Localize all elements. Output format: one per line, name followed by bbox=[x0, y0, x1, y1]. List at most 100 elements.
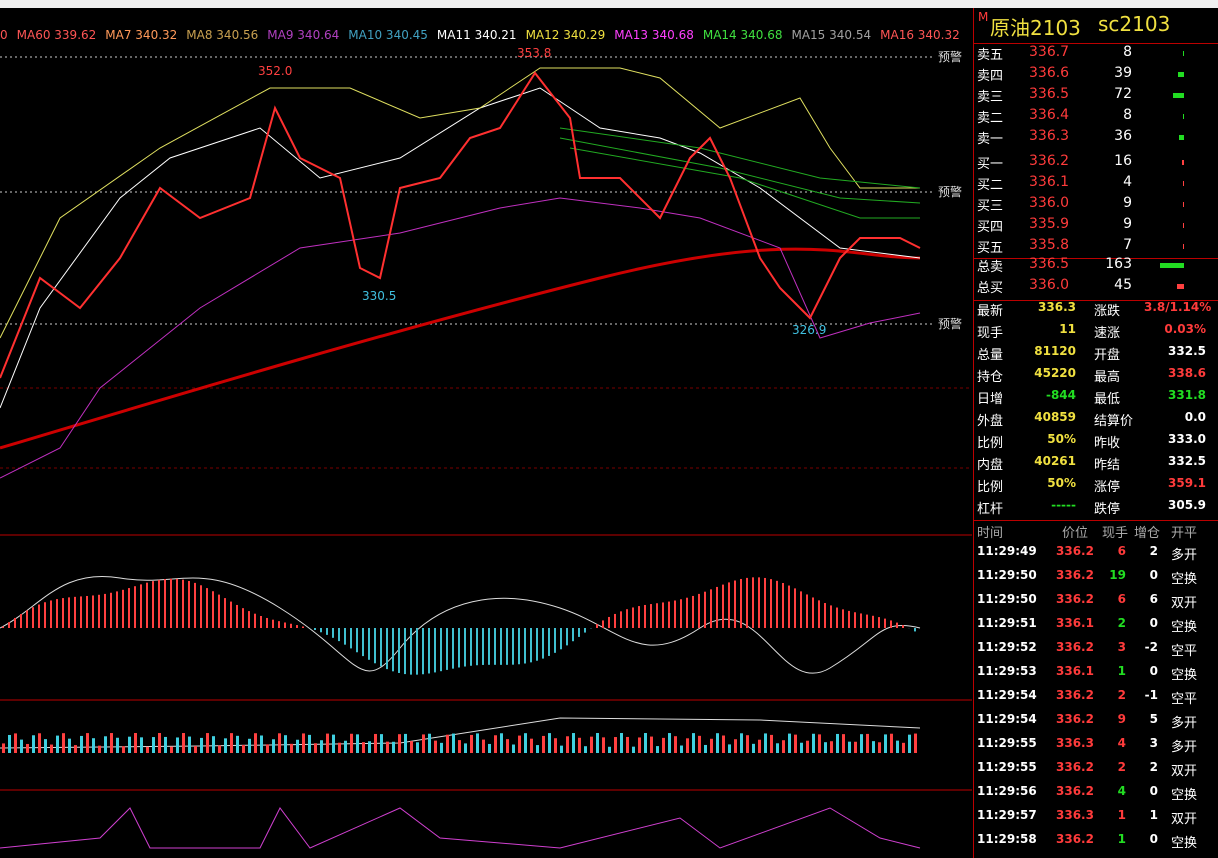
trade-price: 336.2 bbox=[1056, 544, 1094, 558]
book-bar bbox=[1182, 244, 1184, 249]
macd-bar bbox=[716, 586, 718, 628]
price-label: 326.9 bbox=[792, 323, 826, 337]
volume-bar bbox=[878, 742, 881, 753]
macd-bar bbox=[608, 616, 610, 628]
macd-bar bbox=[62, 598, 64, 628]
macd-bar bbox=[344, 628, 346, 645]
trades-header: 时间 bbox=[977, 526, 1004, 541]
book-label: 卖一 bbox=[977, 132, 1004, 147]
trade-price: 336.2 bbox=[1056, 640, 1094, 654]
volume-bar bbox=[734, 739, 737, 753]
macd-bar bbox=[242, 608, 244, 628]
macd-bar bbox=[278, 621, 280, 628]
macd-bar bbox=[290, 623, 292, 628]
trade-time: 11:29:49 bbox=[977, 544, 1037, 558]
trade-type: 空换 bbox=[1171, 620, 1198, 635]
macd-bar bbox=[638, 606, 640, 628]
stat-label: 现手 bbox=[977, 326, 1004, 341]
macd-bar bbox=[326, 628, 328, 635]
volume-bar bbox=[860, 734, 863, 753]
macd-bar bbox=[506, 628, 508, 665]
macd-bar bbox=[542, 628, 544, 659]
volume-bar bbox=[428, 733, 431, 753]
volume-bar bbox=[80, 735, 83, 753]
macd-bar bbox=[266, 617, 268, 628]
volume-bar bbox=[338, 742, 341, 753]
volume-bar bbox=[686, 738, 689, 753]
macd-bar bbox=[410, 628, 412, 675]
book-bar bbox=[1178, 135, 1184, 140]
macd-bar bbox=[662, 602, 664, 628]
stat-label: 最高 bbox=[1094, 370, 1121, 385]
volume-bar bbox=[596, 733, 599, 753]
stat-label: 比例 bbox=[977, 436, 1004, 451]
volume-bar bbox=[62, 733, 65, 753]
trade-price: 336.2 bbox=[1056, 760, 1094, 774]
volume-bar bbox=[896, 740, 899, 753]
volume-bar bbox=[158, 733, 161, 753]
volume-bar bbox=[602, 737, 605, 753]
book-bar bbox=[1178, 72, 1184, 77]
volume-bar bbox=[68, 738, 71, 753]
book-price: 336.6 bbox=[1029, 65, 1070, 81]
book-price: 336.4 bbox=[1029, 107, 1070, 123]
volume-bar bbox=[632, 746, 635, 753]
stat-label: 涨停 bbox=[1094, 480, 1121, 495]
volume-bar bbox=[152, 737, 155, 753]
volume-bar bbox=[656, 746, 659, 753]
macd-bar bbox=[338, 628, 340, 642]
macd-bar bbox=[860, 613, 862, 628]
volume-bar bbox=[674, 736, 677, 753]
trade-time: 11:29:54 bbox=[977, 712, 1037, 726]
macd-bar bbox=[50, 600, 52, 628]
volume-bar bbox=[188, 736, 191, 753]
volume-bar bbox=[224, 738, 227, 753]
trade-oi: 1 bbox=[1149, 808, 1158, 822]
volume-bar bbox=[560, 745, 563, 753]
stat-label: 日增 bbox=[977, 392, 1004, 407]
stat-value: 332.5 bbox=[1168, 344, 1206, 358]
book-volume: 8 bbox=[1123, 107, 1132, 123]
macd-bar bbox=[248, 611, 250, 628]
book-label: 卖三 bbox=[977, 90, 1004, 105]
ma-legend: MA7 340.32 bbox=[105, 28, 177, 42]
volume-bar bbox=[218, 745, 221, 753]
stat-label: 速涨 bbox=[1094, 326, 1121, 341]
trade-oi: 0 bbox=[1149, 784, 1158, 798]
trade-price: 336.1 bbox=[1056, 616, 1094, 630]
stat-value: 11 bbox=[1059, 322, 1076, 336]
macd-bar bbox=[110, 592, 112, 628]
trade-oi: 0 bbox=[1149, 664, 1158, 678]
macd-bar bbox=[2, 626, 4, 628]
trade-oi: -1 bbox=[1144, 688, 1158, 702]
macd-bar bbox=[332, 628, 334, 638]
volume-bar bbox=[26, 743, 29, 753]
stat-value: 338.6 bbox=[1168, 366, 1206, 380]
stat-value: 40261 bbox=[1034, 454, 1076, 468]
volume-bar bbox=[866, 733, 869, 753]
stat-label: 昨结 bbox=[1094, 458, 1121, 473]
volume-bar bbox=[386, 741, 389, 753]
trade-price: 336.2 bbox=[1056, 688, 1094, 702]
volume-bar bbox=[572, 733, 575, 753]
macd-bar bbox=[224, 598, 226, 628]
ma-legend: MA12 340.29 bbox=[526, 28, 606, 42]
volume-bar bbox=[536, 745, 539, 753]
ma-legend: MA9 340.64 bbox=[267, 28, 339, 42]
macd-bar bbox=[500, 628, 502, 665]
volume-bar bbox=[680, 745, 683, 753]
macd-bar bbox=[698, 593, 700, 628]
stat-value: 359.1 bbox=[1168, 476, 1206, 490]
volume-bar bbox=[806, 740, 809, 753]
macd-bar bbox=[38, 604, 40, 628]
volume-bar bbox=[710, 738, 713, 753]
trade-type: 空平 bbox=[1171, 644, 1198, 659]
volume-bar bbox=[698, 735, 701, 753]
volume-bar bbox=[446, 734, 449, 753]
volume-bar bbox=[212, 736, 215, 753]
macd-bar bbox=[374, 628, 376, 664]
stat-label: 涨跌 bbox=[1094, 304, 1121, 319]
trade-qty: 1 bbox=[1117, 664, 1126, 678]
volume-bar bbox=[752, 743, 755, 753]
macd-bar bbox=[614, 613, 616, 628]
